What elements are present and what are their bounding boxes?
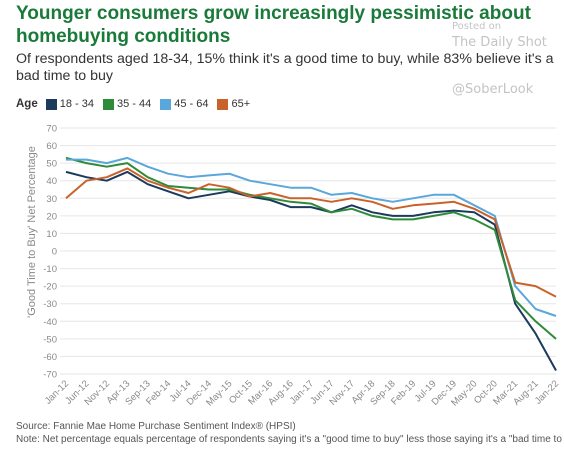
series-lines [65, 156, 557, 371]
x-tick-labels: Jan-12Jun-12Nov-12Apr-13Sep-13Feb-14Jul-… [43, 378, 561, 408]
y-tick-label: -60 [43, 352, 57, 363]
legend-item-35-44: 35 - 44 [102, 98, 152, 110]
source-note: Source: Fannie Mae Home Purchase Sentime… [16, 421, 296, 432]
y-tick-labels: 70 60 50 40 30 20 10 0 -10 -20 -30 -40 -50 -60 -70 [43, 124, 57, 381]
legend-swatch-65-plus [217, 98, 229, 110]
legend-label-35-44: 35 - 44 [116, 98, 152, 110]
legend-label-65-plus: 65+ [231, 98, 251, 110]
y-tick-label: 50 [46, 159, 57, 170]
y-tick-label: 40 [46, 176, 57, 187]
legend-swatch-18-34 [45, 98, 57, 110]
legend-title: Age [16, 98, 38, 110]
legend: Age 18 - 34 35 - 44 45 - 64 65+ [16, 96, 259, 112]
y-tick-label: -30 [43, 299, 57, 310]
y-tick-label: 60 [46, 141, 57, 152]
y-tick-label: -50 [43, 334, 57, 345]
y-tick-label: -40 [43, 317, 57, 328]
y-tick-label: 30 [46, 194, 57, 205]
legend-item-18-34: 18 - 34 [45, 98, 94, 110]
watermark-posted: Posted on [452, 21, 502, 32]
line-chart: 70 60 50 40 30 20 10 0 -10 -20 -30 -40 -50 -60 -70 Jan… [26, 124, 561, 409]
y-tick-label: 10 [46, 229, 57, 240]
watermark-name: The Daily Shot [452, 35, 547, 50]
legend-label-45-64: 45 - 64 [174, 98, 209, 110]
y-tick-label: 0 [52, 247, 57, 258]
series-line-65plus [65, 167, 557, 298]
series-line-35-44 [65, 156, 557, 340]
legend-item-65-plus: 65+ [217, 98, 250, 110]
y-tick-label: 70 [46, 124, 57, 135]
legend-swatch-45-64 [160, 98, 172, 110]
legend-item-45-64: 45 - 64 [160, 98, 208, 110]
chart-subtitle: Of respondents aged 18-34, 15% think it'… [16, 51, 554, 84]
y-tick-label: -10 [43, 264, 57, 275]
watermark-handle: @SoberLook [452, 82, 534, 97]
legend-label-18-34: 18 - 34 [59, 98, 94, 110]
y-tick-label: -20 [43, 282, 57, 293]
chart-title: Younger consumers grow increasingly pess… [16, 3, 531, 47]
legend-swatch-35-44 [102, 98, 114, 110]
grid-lines [60, 127, 556, 375]
y-tick-label: 20 [46, 211, 57, 222]
footnote: Note: Net percentage equals percentage o… [16, 434, 564, 445]
y-tick-label: -70 [43, 370, 57, 381]
series-line-45-64 [66, 156, 557, 317]
y-axis-label: 'Good Time to Buy' Net Percentage [26, 146, 38, 318]
series-line-18-34 [65, 170, 557, 371]
